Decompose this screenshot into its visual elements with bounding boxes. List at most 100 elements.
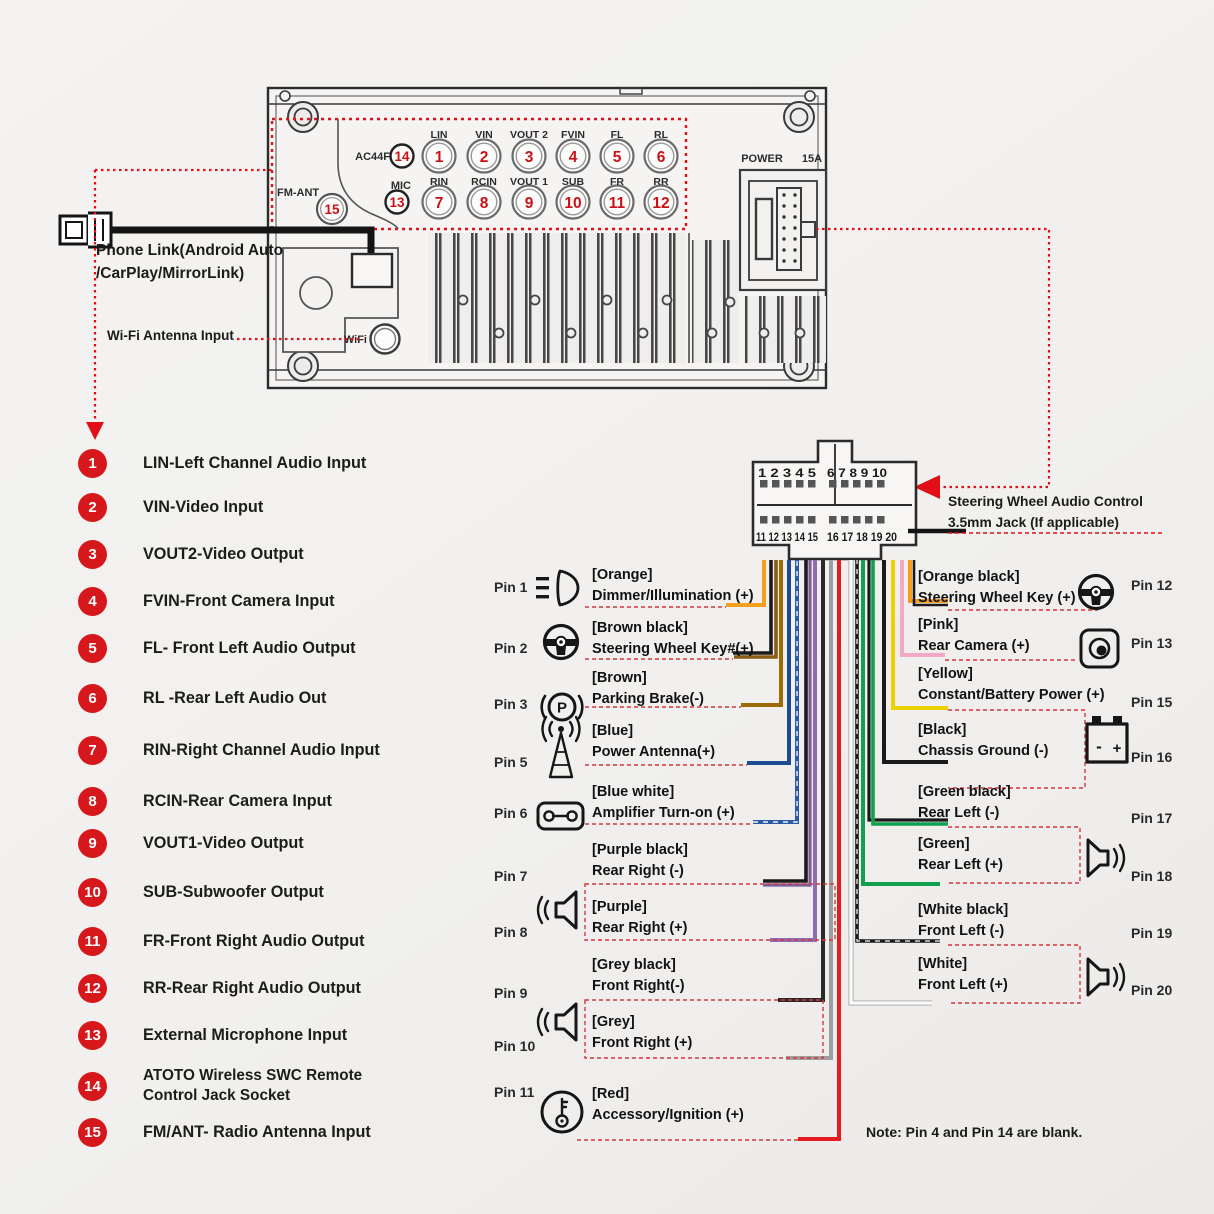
legend-text: RR-Rear Right Audio Output (143, 979, 361, 997)
legend-text: VOUT1-Video Output (143, 834, 304, 852)
pin-17-label: Pin 17 (1131, 810, 1173, 826)
pin-7-color: [Purple black] (592, 842, 688, 858)
wifi-label: WiFi (344, 334, 367, 346)
pin-17-function: Rear Left (-) (918, 804, 1000, 821)
dotted-leaders (93, 168, 1051, 489)
pin-15-color: [Yellow] (918, 666, 973, 682)
legend-item-15: 15 FM/ANT- Radio Antenna Input (78, 1118, 371, 1147)
power-connector: POWER 15A (738, 153, 828, 292)
legend-text: RL -Rear Left Audio Out (143, 689, 327, 707)
usb-cable (112, 226, 394, 289)
legend-number-badge: 8 (78, 787, 107, 816)
dashed-leaders (577, 606, 1098, 1141)
legend-number-badge: 7 (78, 736, 107, 765)
chassis-hole (279, 90, 291, 102)
wire-pin5-blue (747, 560, 791, 765)
pin-2-text: [Brown black] Steering Wheel Key#(+) (592, 618, 754, 659)
port-label: RIN (430, 176, 448, 188)
pin-18-function: Rear Left (+) (918, 856, 1004, 873)
legend-text: FL- Front Left Audio Output (143, 639, 356, 657)
port-label: FR (610, 176, 624, 188)
pin-15-label: Pin 15 (1131, 694, 1173, 710)
pin-8-text: [Purple] Rear Right (+) (592, 897, 687, 938)
port-number: 15 (324, 202, 340, 217)
legend-number-badge: 1 (78, 449, 107, 478)
port-number: 3 (525, 149, 534, 166)
pin-13-text: [Pink] Rear Camera (+) (918, 615, 1030, 656)
pin-19-text: [White black] Front Left (-) (918, 900, 1008, 941)
wire-pin12-orange (908, 560, 948, 603)
rca-jack-fr (599, 184, 635, 220)
ignition-key-icon (540, 1090, 584, 1134)
pin-3-text: [Brown] Parking Brake(-) (592, 668, 704, 709)
pin-7-text: [Purple black] Rear Right (-) (592, 840, 688, 881)
pin-3-label: Pin 3 (494, 696, 528, 712)
rca-jack-fl (599, 138, 635, 174)
rca-jack-lin (421, 138, 457, 174)
usb-plug-icon (58, 211, 113, 249)
wire-pin1-orange (726, 560, 766, 607)
phone-link-line1: Phone Link(Android Auto (96, 242, 284, 259)
legend-text: LIN-Left Channel Audio Input (143, 454, 367, 472)
legend-text: RIN-Right Channel Audio Input (143, 741, 380, 759)
legend-item-6: 6 RL -Rear Left Audio Out (78, 684, 326, 713)
pin-5-color: [Blue] (592, 723, 634, 739)
legend-item-4: 4 FVIN-Front Camera Input (78, 587, 335, 616)
pin-9-color: [Grey black] (592, 957, 676, 973)
port-label: RL (654, 129, 669, 141)
pin-1-label: Pin 1 (494, 579, 528, 595)
pin-numbers-top-left: 1 2 3 4 5 (758, 468, 817, 480)
legend-item-1: 1 LIN-Left Channel Audio Input (78, 449, 366, 478)
wire-pin7-purple (763, 560, 812, 887)
pin-15-text: [Yellow] Constant/Battery Power (+) (918, 664, 1105, 705)
port-number: 8 (480, 195, 489, 212)
wire-pin15-yellow (891, 560, 948, 710)
legend-item-8: 8 RCIN-Rear Camera Input (78, 787, 332, 816)
legend-number-badge: 13 (78, 1021, 107, 1050)
pin-10-text: [Grey] Front Right (+) (592, 1012, 692, 1053)
legend-text: FR-Front Right Audio Output (143, 932, 365, 950)
wire-pin17-green (871, 560, 948, 826)
legend-item-3: 3 VOUT2-Video Output (78, 540, 304, 569)
pin-5-text: [Blue] Power Antenna(+) (592, 721, 715, 762)
wire-pin13-pink (900, 560, 945, 657)
pin-10-function: Front Right (+) (592, 1034, 693, 1051)
port-number: 4 (569, 149, 578, 166)
legend-text: VOUT2-Video Output (143, 545, 304, 563)
pin-5-label: Pin 5 (494, 754, 528, 770)
legend-number-badge: 14 (78, 1071, 107, 1101)
wire-pin2-black (733, 560, 773, 655)
pin-6-function: Amplifier Turn-on (+) (592, 804, 735, 821)
rca-jack-rl (643, 138, 679, 174)
legend-number-badge: 11 (78, 927, 107, 956)
port-label: LIN (431, 129, 448, 141)
legend-number-badge: 6 (78, 684, 107, 713)
port-number: 7 (435, 195, 444, 212)
pin-13-color: [Pink] (918, 617, 959, 633)
wire-pin20-white (849, 560, 932, 1005)
mic-label: MIC (391, 180, 411, 192)
head-unit: LIN VIN VOUT 2 FVIN FL RL 1 2 3 4 5 6 RI… (58, 86, 828, 390)
pin-11-label: Pin 11 (494, 1084, 535, 1100)
pin-13-label: Pin 13 (1131, 635, 1173, 651)
legend-number-badge: 12 (78, 974, 107, 1003)
pin-16-color: [Black] (918, 722, 967, 738)
legend-text: ATOTO Wireless SWC Remote Control Jack So… (143, 1067, 363, 1104)
parking-brake-icon: P (540, 692, 584, 722)
legend-number-badge: 3 (78, 540, 107, 569)
pin-12-label: Pin 12 (1131, 577, 1173, 593)
pin-12-text: [Orange black] Steering Wheel Key (+) (918, 567, 1076, 608)
pin-6-color: [Blue white] (592, 784, 675, 800)
legend-number-badge: 15 (78, 1118, 107, 1147)
pin-2-label: Pin 2 (494, 640, 528, 656)
pin-9-text: [Grey black] Front Right(-) (592, 955, 685, 996)
speaker-icon (1086, 957, 1126, 997)
speaker-icon (536, 890, 578, 930)
port-number: 2 (480, 149, 489, 166)
rca-jack-rr (643, 184, 679, 220)
legend-item-7: 7 RIN-Right Channel Audio Input (78, 736, 380, 765)
legend-number-badge: 2 (78, 493, 107, 522)
pin-8-label: Pin 8 (494, 924, 528, 940)
port-number: 12 (652, 195, 669, 212)
legend-item-2: 2 VIN-Video Input (78, 493, 263, 522)
